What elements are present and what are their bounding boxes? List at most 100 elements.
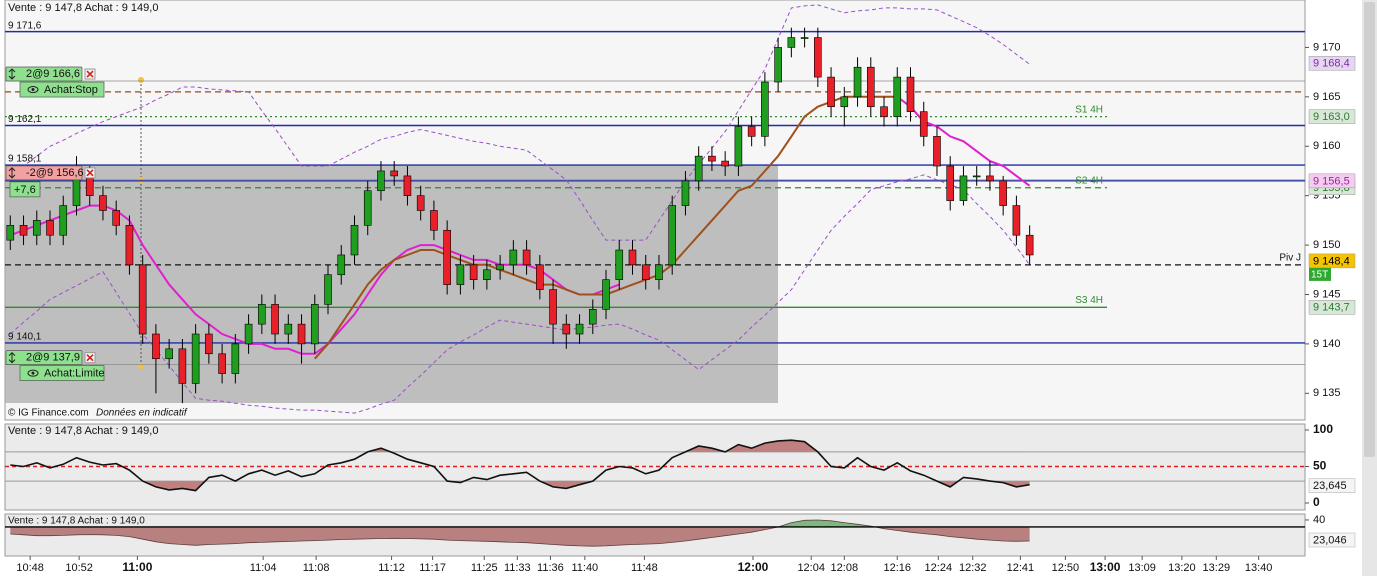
x-tick-label: 11:12: [378, 562, 405, 574]
source: © IG Finance.com: [8, 408, 89, 419]
range-zone: [5, 165, 778, 403]
candle-body: [403, 175, 412, 196]
level-label: 9 162,1: [8, 114, 42, 125]
oscillator-line: [10, 519, 1030, 547]
order-handle[interactable]: [138, 363, 144, 369]
candle-body: [999, 180, 1007, 206]
chart-title: Vente : 9 147,8 Achat : 9 149,0: [8, 2, 158, 14]
x-tick-label: 13:09: [1128, 562, 1156, 574]
candle-body: [430, 210, 438, 231]
candle-body: [469, 264, 478, 280]
candle-body: [6, 225, 15, 241]
candle-body: [734, 126, 743, 167]
x-tick-label: 11:40: [571, 562, 598, 574]
order-label: -2@9 156,6: [26, 167, 84, 179]
price-marker: [1308, 173, 1356, 189]
x-tick-label: 11:17: [419, 562, 446, 574]
x-tick-label: 12:32: [959, 562, 987, 574]
candle-body: [575, 323, 584, 335]
timeframe-box: [1309, 267, 1331, 281]
candle-body: [205, 333, 213, 355]
level-label: 9 140,1: [8, 332, 42, 343]
negative-area: [10, 526, 1030, 547]
candle-body: [258, 304, 266, 325]
candle-body: [363, 190, 372, 226]
order-type-box[interactable]: [19, 365, 105, 382]
order-move-icon: [8, 68, 16, 80]
moving-average: [9, 96, 1031, 355]
price-marker: [1308, 109, 1356, 124]
order-cancel-icon: [86, 169, 94, 177]
candle-body: [152, 333, 160, 360]
candle-body: [866, 66, 875, 108]
order-label: 2@9 137,9: [26, 352, 80, 364]
candle-body: [416, 195, 425, 211]
x-tick-label: 13:40: [1245, 562, 1273, 574]
order-box[interactable]: [5, 66, 83, 82]
x-tick-label: 12:00: [738, 560, 769, 574]
candle-body: [112, 210, 121, 226]
candle-body: [138, 264, 147, 335]
candle-body: [165, 348, 173, 360]
x-tick-label: 12:50: [1052, 562, 1080, 574]
order-cancel-icon: [86, 70, 94, 78]
order-ticket[interactable]: 2@9 166,6 Achat:Stop: [5, 66, 105, 98]
candle-body: [694, 155, 703, 182]
candle-body: [602, 279, 610, 310]
last-value-label: 23,046: [1313, 534, 1347, 546]
candle-body: [774, 47, 782, 83]
order-move-icon: [8, 351, 16, 364]
x-tick-label: 13:00: [1090, 560, 1121, 574]
candle-body: [324, 274, 332, 305]
y-tick-label: 9 135: [1313, 387, 1341, 399]
candle-body: [721, 160, 729, 167]
pnl-label: +7,6: [14, 184, 36, 196]
price-marker: [1308, 300, 1356, 315]
y-tick-label: 40: [1313, 514, 1325, 526]
candle-body: [125, 225, 134, 266]
candle-body: [443, 229, 451, 285]
candle-body: [218, 353, 226, 374]
y-tick-label: 9 145: [1313, 288, 1341, 300]
candle-body: [549, 289, 557, 325]
scrollbar-thumb[interactable]: [1364, 2, 1375, 457]
note: Données en indicatif: [96, 408, 188, 419]
order-handle[interactable]: [138, 77, 144, 83]
candle-body: [880, 106, 888, 117]
x-tick-label: 13:29: [1203, 562, 1231, 574]
order-ticket[interactable]: 2@9 137,9 Achat:Limite: [5, 350, 105, 382]
rsi-panel: [4, 423, 1306, 511]
candle-body: [483, 269, 491, 280]
candle-body: [946, 165, 955, 201]
rsi-title: Vente : 9 147,8 Achat : 9 149,0: [8, 425, 158, 437]
order-type-box[interactable]: [19, 81, 105, 98]
order-move-icon: [8, 167, 16, 179]
candle-body: [350, 225, 359, 256]
level-tag: S2 4H: [1075, 175, 1103, 186]
order-box[interactable]: [5, 350, 83, 366]
level-tag: S1 4H: [1075, 104, 1103, 115]
candle-body: [893, 76, 902, 117]
candle-body: [708, 155, 716, 162]
eye-icon: [27, 369, 39, 377]
candle-body: [933, 136, 941, 167]
order-ticket[interactable]: -2@9 156,6 +7,6: [5, 165, 96, 198]
price-marker: [1308, 55, 1356, 71]
x-tick-label: 11:25: [471, 562, 498, 574]
candle-body: [456, 264, 465, 285]
candle-body: [244, 323, 253, 345]
eye-icon: [27, 86, 39, 94]
x-tick-label: 12:41: [1007, 562, 1035, 574]
candle-body: [85, 175, 94, 196]
x-tick-label: 10:48: [16, 562, 44, 574]
y-tick-label: 9 160: [1313, 140, 1341, 152]
candle-body: [310, 304, 319, 345]
candle-body: [99, 195, 107, 211]
order-box[interactable]: [5, 165, 83, 181]
last-value-box: [1308, 532, 1356, 548]
candle-body: [536, 264, 544, 290]
candle-body: [337, 254, 346, 276]
candle-body: [800, 37, 809, 39]
